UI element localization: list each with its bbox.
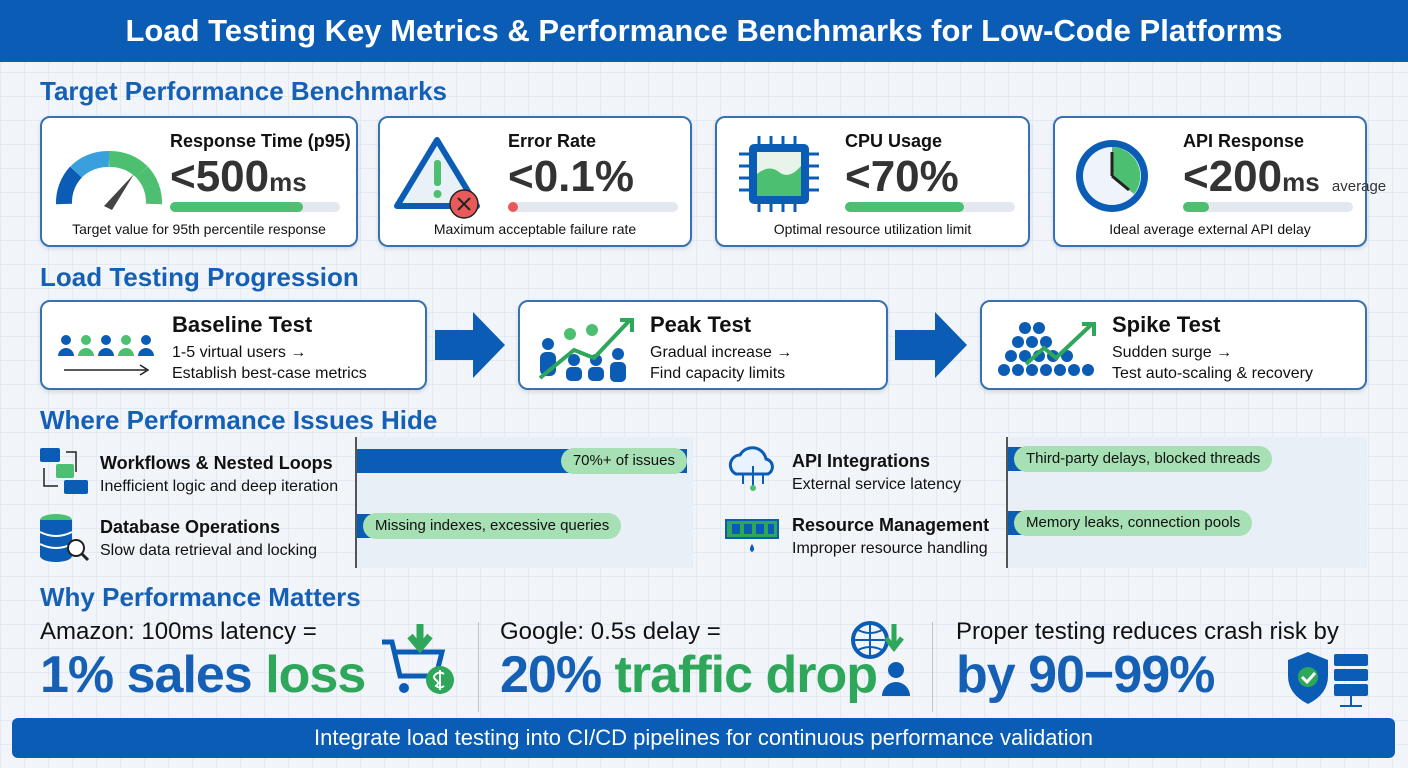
arrow-right-icon [895,312,967,378]
issue-tag: Third-party delays, blocked threads [1014,446,1273,472]
shield-server-icon [1288,652,1368,707]
cart-dollar-icon [382,624,454,694]
footer-banner: Integrate load testing into CI/CD pipeli… [12,718,1395,758]
progression-peak: Peak Test Gradual increase → Find capacit… [518,300,888,390]
section-title-issues: Where Performance Issues Hide [40,405,438,435]
section-title-why: Why Performance Matters [40,582,361,612]
progression-desc: Gradual increase → Find capacity limits [650,344,793,382]
stat-amazon: Amazon: 100ms latency = 1% sales loss [40,618,366,704]
arrow-right-icon [435,312,505,378]
issue-tag: Memory leaks, connection pools [1014,510,1253,536]
benchmark-desc: Optimal resource utilization limit [773,221,972,237]
issue-bar-area-right: Third-party delays, blocked threads Memo… [1006,437,1367,568]
users-row-icon [58,335,154,376]
issue-tag: Missing indexes, excessive queries [363,513,622,539]
progression-title: Spike Test [1112,312,1221,337]
crowd-spike-icon [998,322,1096,376]
benchmark-bar-fill [1183,202,1209,212]
section-title-benchmarks: Target Performance Benchmarks [40,76,448,106]
progression-title: Baseline Test [172,312,313,337]
benchmark-bar [170,202,340,212]
progression-desc: Sudden surge → Test auto-scaling & recove… [1112,344,1313,382]
benchmark-value: <0.1% [508,152,634,201]
warning-icon [394,137,480,219]
benchmark-label: API Response [1183,131,1305,151]
benchmark-desc: Target value for 95th percentile respons… [72,221,326,237]
cpu-icon [739,136,819,212]
stat-crash-risk: Proper testing reduces crash risk by by 9… [956,618,1339,704]
issue-bar-area-left: 70%+ of issues Missing indexes, excessiv… [355,437,693,568]
benchmark-label: CPU Usage [845,131,943,151]
benchmark-card-error-rate: Error Rate <0.1% Maximum acceptable fail… [378,116,692,247]
benchmark-bar [845,202,1015,212]
benchmark-bar-fill [508,202,518,212]
page-title: Load Testing Key Metrics & Performance B… [0,0,1408,62]
benchmark-value: <200ms average [1183,152,1387,201]
issue-tag: 70%+ of issues [560,448,687,474]
benchmark-value: <500ms [170,152,307,201]
workflow-icon [40,448,88,494]
globe-user-down-icon [851,621,910,696]
divider [478,622,479,712]
speedometer-icon [56,151,162,210]
benchmark-desc: Ideal average external API delay [1109,221,1311,237]
benchmark-value: <70% [845,152,959,201]
clock-icon [1076,140,1148,212]
memory-chip-icon [725,519,779,552]
progression-title: Peak Test [650,312,752,337]
stat-google: Google: 0.5s delay = 20% traffic drop [500,618,878,704]
progression-desc: 1-5 virtual users → Establish best-case m… [172,344,367,382]
benchmark-bar-fill [845,202,964,212]
progression-spike: Spike Test Sudden surge → Test auto-scali… [980,300,1367,390]
issue-api: API Integrations External service latency [792,451,961,493]
progression-baseline: Baseline Test 1-5 virtual users → Establi… [40,300,427,390]
benchmark-label: Error Rate [508,131,597,151]
cloud-api-icon [728,446,774,491]
benchmark-desc: Maximum acceptable failure rate [433,221,637,237]
benchmark-bar-fill [170,202,303,212]
benchmark-card-cpu: CPU Usage <70% Optimal resource utilizat… [715,116,1030,247]
growth-users-icon [538,318,634,382]
issue-resources: Resource Management Improper resource han… [792,515,990,557]
benchmark-bar [508,202,678,212]
benchmark-card-response-time: Response Time (p95) <500ms Target value … [40,116,358,247]
database-search-icon [39,514,90,562]
benchmark-bar [1183,202,1353,212]
benchmark-label: Response Time (p95) [170,131,351,151]
issue-workflows: Workflows & Nested Loops Inefficient logi… [100,453,339,495]
section-title-progression: Load Testing Progression [40,262,359,292]
benchmark-card-api-response: API Response <200ms average Ideal averag… [1053,116,1386,247]
divider [932,622,933,712]
issue-database: Database Operations Slow data retrieval a… [100,517,318,559]
